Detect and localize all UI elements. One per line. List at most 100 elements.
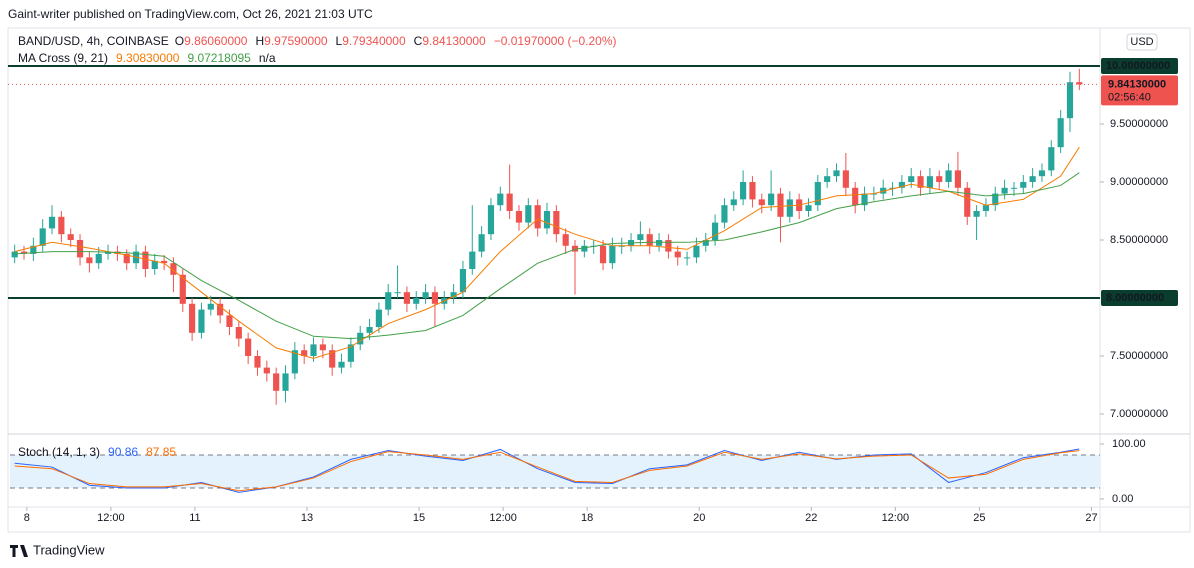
candle-body xyxy=(982,205,990,211)
indicator-value: 9.07218095 xyxy=(187,51,251,65)
moving-average xyxy=(14,146,1080,359)
stoch-name: Stoch (14, 1, 3) xyxy=(18,445,100,459)
candle-body xyxy=(571,245,579,252)
candle-body xyxy=(814,181,821,206)
candle-body xyxy=(394,292,401,294)
candle-body xyxy=(338,361,345,368)
candle-body xyxy=(273,373,280,391)
candle-body xyxy=(992,193,999,206)
candle-body xyxy=(282,373,289,391)
candle-body xyxy=(581,245,588,252)
candle-body xyxy=(207,303,214,310)
x-tick-label: 12:00 xyxy=(882,512,910,524)
x-tick-label: 11 xyxy=(189,512,200,524)
y-tick-label: 9.50000000 xyxy=(1110,118,1168,130)
candle-body xyxy=(553,210,560,235)
candle-body xyxy=(310,344,317,357)
y-tick-label: 100.00 xyxy=(1112,438,1146,450)
candle-body xyxy=(824,176,831,182)
x-tick-label: 8 xyxy=(24,512,30,524)
candle-body xyxy=(1066,82,1074,119)
legend-value: 9.97590000 xyxy=(264,34,328,48)
y-tick-label: 7.50000000 xyxy=(1110,350,1168,362)
candle-body xyxy=(926,176,933,188)
candle-body xyxy=(375,309,382,328)
candle-body xyxy=(786,199,793,217)
candle-body xyxy=(95,253,102,264)
candle-body xyxy=(123,253,130,264)
candle-body xyxy=(431,292,439,304)
legend-value: 9.84130000 xyxy=(422,34,486,48)
x-tick-label: 20 xyxy=(693,512,705,524)
candle-body xyxy=(291,350,298,374)
candle-body xyxy=(833,170,840,177)
candle-body xyxy=(413,298,420,304)
stoch-band xyxy=(10,454,1100,488)
candle-body xyxy=(1020,181,1027,188)
legend-row: BAND/USD, 4h, COINBASE O9.86060000 H9.9759… xyxy=(18,34,616,48)
candle-body xyxy=(86,257,93,264)
candle-body xyxy=(497,193,504,206)
stoch-line xyxy=(14,450,1080,492)
candle-body xyxy=(525,205,532,223)
x-tick-label: 18 xyxy=(581,512,593,524)
candle-body xyxy=(758,199,765,206)
countdown-label: 02:56:40 xyxy=(1108,91,1151,103)
candle-body xyxy=(730,199,737,206)
candle-body xyxy=(487,205,495,235)
candle-body xyxy=(506,193,513,211)
candle-body xyxy=(693,245,700,258)
legend-symbol: BAND/USD, 4h, COINBASE xyxy=(18,34,169,48)
candle-body xyxy=(665,239,672,252)
candle-body xyxy=(964,187,971,217)
x-tick-label: 15 xyxy=(413,512,425,524)
candle-body xyxy=(422,292,429,298)
price-label-box xyxy=(1101,290,1178,306)
legend-value: 9.86060000 xyxy=(184,34,248,48)
candle-body xyxy=(226,315,233,328)
x-tick-label: 12:00 xyxy=(489,512,517,524)
tv-logo xyxy=(10,545,28,557)
currency-label[interactable]: USD xyxy=(1130,36,1153,48)
candle-body xyxy=(329,350,336,368)
legend-key: O xyxy=(175,34,184,48)
candle-body xyxy=(702,239,709,246)
candle-body xyxy=(646,234,653,246)
candle-body xyxy=(515,210,523,223)
candle-body xyxy=(712,222,719,240)
candle-body xyxy=(637,234,644,240)
candle-body xyxy=(945,170,952,182)
indicator-extra: n/a xyxy=(259,51,276,65)
published-note: Gaint-writer published on TradingView.co… xyxy=(8,7,373,21)
candle-body xyxy=(898,181,905,188)
candle-body xyxy=(609,245,616,264)
currency-button[interactable] xyxy=(1126,33,1158,51)
price-label-box xyxy=(1101,57,1178,74)
candle-body xyxy=(366,327,373,333)
footer-brand: TradingView xyxy=(33,542,105,557)
candle-body xyxy=(385,292,392,310)
candle-body xyxy=(842,170,849,188)
candle-body xyxy=(20,251,28,254)
candle-body xyxy=(235,327,242,339)
candle-body xyxy=(104,251,112,254)
x-tick-label: 25 xyxy=(973,512,985,524)
candle-body xyxy=(543,210,551,229)
candle-body xyxy=(749,181,756,200)
candle-body xyxy=(777,193,784,217)
candle-body xyxy=(1038,170,1046,177)
candle-body xyxy=(347,344,354,362)
candle-body xyxy=(655,239,663,246)
candle-body xyxy=(1057,118,1064,148)
candle-body xyxy=(805,205,812,211)
y-tick-label: 8.50000000 xyxy=(1110,234,1168,246)
candle-body xyxy=(1010,187,1018,189)
candle-body xyxy=(917,176,924,188)
candle-body xyxy=(740,181,747,200)
candle-body xyxy=(245,338,252,357)
stoch-value: 90.86 xyxy=(108,445,138,459)
x-tick-label: 13 xyxy=(301,512,313,524)
indicator-legend: MA Cross (9, 21) 9.30830000 9.07218095 n/a xyxy=(18,51,276,65)
